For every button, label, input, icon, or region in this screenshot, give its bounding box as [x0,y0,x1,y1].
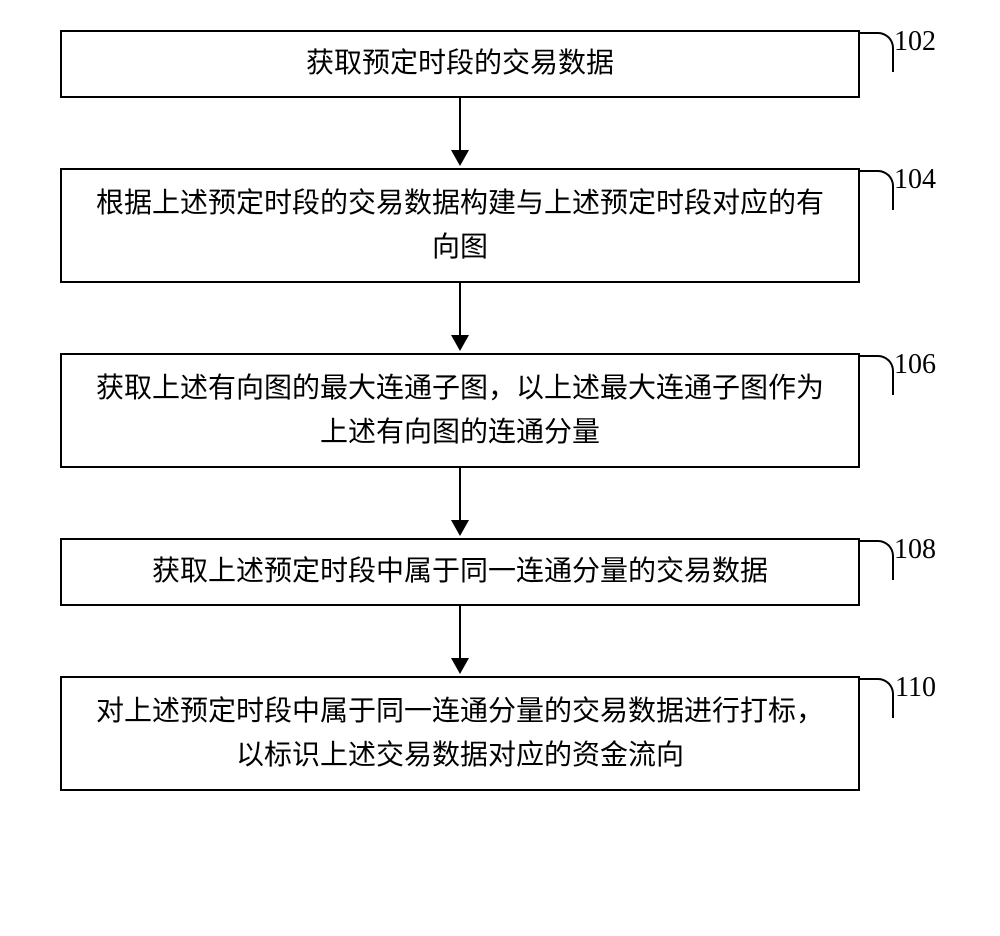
arrow-head-icon [451,150,469,166]
arrow-line [459,606,461,662]
step-label: 104 [894,164,936,196]
connector-line [858,170,894,210]
flowchart-container: 获取预定时段的交易数据 102 根据上述预定时段的交易数据构建与上述预定时段对应… [60,30,940,791]
arrow-line [459,468,461,524]
connector-line [858,32,894,72]
step-label: 102 [894,26,936,58]
arrow-head-icon [451,520,469,536]
step-label: 110 [895,672,936,704]
arrow [60,283,860,353]
step-box-102: 获取预定时段的交易数据 102 [60,30,860,98]
arrow [60,468,860,538]
step-label: 106 [894,349,936,381]
step-text: 根据上述预定时段的交易数据构建与上述预定时段对应的有向图 [92,182,828,269]
arrow [60,98,860,168]
connector-line [858,540,894,580]
step-box-108: 获取上述预定时段中属于同一连通分量的交易数据 108 [60,538,860,606]
step-text: 获取预定时段的交易数据 [306,42,614,85]
step-text: 对上述预定时段中属于同一连通分量的交易数据进行打标，以标识上述交易数据对应的资金… [92,690,828,777]
arrow-head-icon [451,658,469,674]
arrow-head-icon [451,335,469,351]
step-box-104: 根据上述预定时段的交易数据构建与上述预定时段对应的有向图 104 [60,168,860,283]
arrow-line [459,98,461,154]
arrow [60,606,860,676]
arrow-line [459,283,461,339]
connector-line [858,355,894,395]
step-label: 108 [894,534,936,566]
step-box-106: 获取上述有向图的最大连通子图，以上述最大连通子图作为上述有向图的连通分量 106 [60,353,860,468]
step-text: 获取上述预定时段中属于同一连通分量的交易数据 [152,550,768,593]
step-text: 获取上述有向图的最大连通子图，以上述最大连通子图作为上述有向图的连通分量 [92,367,828,454]
step-box-110: 对上述预定时段中属于同一连通分量的交易数据进行打标，以标识上述交易数据对应的资金… [60,676,860,791]
connector-line [858,678,894,718]
